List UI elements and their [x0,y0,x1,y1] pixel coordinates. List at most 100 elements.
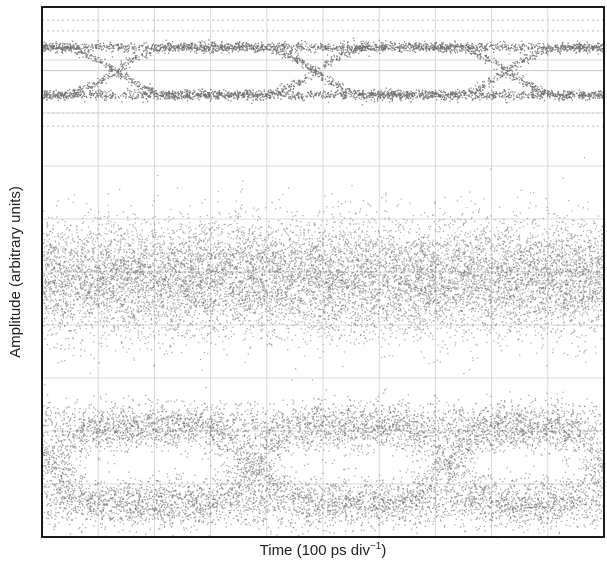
data-point [92,83,94,85]
data-point [355,46,357,48]
data-point [310,90,312,92]
data-point [321,74,324,76]
data-point [562,95,564,97]
data-point [365,93,367,95]
data-point [229,44,231,46]
data-point [73,92,75,94]
data-point [342,84,344,86]
data-point [43,50,46,53]
data-point [212,49,214,51]
data-point [111,96,113,98]
data-point [251,102,253,104]
data-point [217,92,219,95]
data-point [507,95,509,97]
data-point [281,48,283,50]
data-point [501,64,503,66]
data-point [427,94,429,96]
data-point [330,84,333,86]
data-point [88,57,90,59]
data-point [337,93,339,95]
data-point [194,90,196,92]
data-point [588,97,590,100]
data-point [283,48,286,50]
data-point [100,59,102,61]
data-point [470,87,472,89]
data-point [460,93,462,95]
data-point [122,75,124,78]
data-point [74,95,76,97]
data-point [272,50,274,52]
data-point [263,89,265,91]
data-point [371,93,374,96]
data-point [412,45,414,47]
data-point [525,45,527,47]
data-point [351,52,353,54]
data-point [562,44,564,46]
data-point [97,90,99,93]
data-point [61,46,63,49]
data-point [67,90,69,92]
data-point [197,46,199,48]
data-point [204,45,206,47]
data-point [320,42,322,45]
data-point [140,88,142,90]
data-point [43,93,45,95]
data-point [152,48,154,50]
data-point [100,82,102,84]
data-point [348,47,351,49]
data-point [257,96,259,98]
data-point [107,75,110,77]
data-point [591,45,593,47]
data-point [536,50,539,52]
data-point [250,91,252,93]
data-point [394,42,396,45]
data-point [134,89,136,91]
data-point [81,90,84,92]
data-point [125,78,128,80]
data-point [485,44,488,46]
data-point [132,97,134,99]
data-point [344,94,346,96]
data-point [113,47,115,50]
data-point [165,39,167,41]
data-point [177,44,179,46]
data-point [190,97,192,99]
data-point [120,46,123,48]
data-point [399,45,401,47]
data-point [45,47,47,49]
data-point [89,55,91,57]
data-point [401,92,404,94]
data-point [241,94,243,97]
data-point [474,95,477,97]
data-point [362,90,364,92]
data-point [435,46,437,49]
data-point [398,50,400,53]
data-point [534,57,536,60]
data-point [82,47,84,50]
data-point [53,92,55,94]
data-point [209,95,211,97]
data-point [463,91,465,93]
data-point [108,72,111,75]
data-point [235,94,237,96]
data-point [481,47,484,49]
data-point [361,49,364,51]
data-point [533,86,536,88]
data-point [533,97,536,99]
data-point [86,55,88,57]
data-point [538,47,540,49]
data-point [449,100,451,102]
data-point [184,89,186,91]
data-point [166,98,168,100]
data-point [546,45,549,47]
data-point [242,47,244,49]
data-point [523,60,525,62]
data-point [400,45,402,48]
data-point [428,91,431,93]
data-point [481,97,483,99]
data-point [536,97,538,99]
data-point [326,96,329,98]
data-point [422,92,424,94]
data-point [75,91,78,94]
data-point [531,87,533,89]
